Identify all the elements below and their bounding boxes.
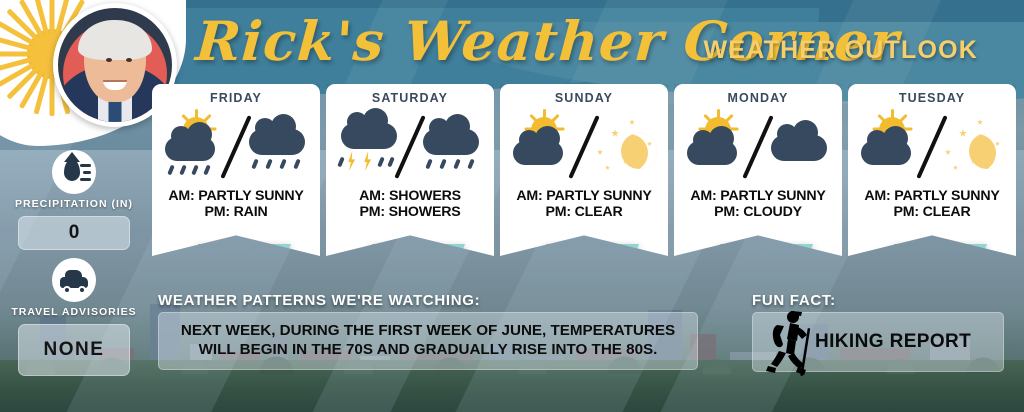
- weather-patterns-text: NEXT WEEK, DURING THE FIRST WEEK OF JUNE…: [180, 322, 676, 358]
- car-icon: [52, 258, 96, 302]
- cloud-icon: [763, 115, 835, 179]
- forecast-card-sunday[interactable]: SUNDAY: [500, 84, 668, 256]
- avatar: [53, 3, 177, 127]
- fun-fact-panel[interactable]: HIKING REPORT: [752, 312, 1004, 372]
- pm-condition: PM: CLEAR: [545, 203, 623, 220]
- pm-condition: PM: SHOWERS: [359, 203, 461, 220]
- am-condition: AM: PARTLY SUNNY: [168, 188, 304, 204]
- day-label: MONDAY: [727, 91, 789, 105]
- weather-patterns-panel: NEXT WEEK, DURING THE FIRST WEEK OF JUNE…: [158, 312, 698, 370]
- thunderstorm-icon: [333, 108, 405, 179]
- day-label: TUESDAY: [898, 91, 966, 105]
- weather-icons: [152, 107, 320, 185]
- precipitation-label: PRECIPITATION (IN): [15, 198, 133, 210]
- forecast-card-monday[interactable]: MONDAY: [674, 84, 842, 256]
- day-label: FRIDAY: [210, 91, 262, 105]
- rain-cloud-icon: [415, 114, 487, 179]
- pm-condition: PM: RAIN: [204, 203, 268, 220]
- am-condition: AM: PARTLY SUNNY: [690, 188, 826, 204]
- travel-advisories-block: TRAVEL ADVISORIES NONE: [0, 258, 148, 376]
- weather-icons: [326, 107, 494, 185]
- hiker-icon: [766, 311, 811, 376]
- weather-outlook-label: WEATHER OUTLOOK: [703, 36, 978, 64]
- sun-behind-cloud-icon: [855, 109, 927, 179]
- forecast-card-friday[interactable]: FRIDAY: [152, 84, 320, 256]
- am-condition: AM: PARTLY SUNNY: [516, 188, 652, 204]
- sun-behind-rain-cloud-icon: [159, 109, 231, 179]
- rain-cloud-icon: [241, 114, 313, 179]
- weather-icons: [674, 107, 842, 185]
- crescent-moon-stars-icon: [589, 115, 661, 179]
- treeline: [0, 348, 1024, 412]
- fun-fact-text: HIKING REPORT: [815, 331, 972, 352]
- water-droplet-icon: [52, 150, 96, 194]
- crescent-moon-stars-icon: [937, 115, 1009, 179]
- fun-fact-heading: FUN FACT:: [752, 292, 836, 309]
- weather-icons: [500, 107, 668, 185]
- day-label: SUNDAY: [554, 91, 614, 105]
- weather-patterns-heading: WEATHER PATTERNS WE'RE WATCHING:: [158, 292, 481, 309]
- precipitation-value: 0: [18, 216, 130, 250]
- pm-condition: PM: CLOUDY: [714, 203, 802, 220]
- weather-icons: [848, 107, 1016, 185]
- sun-behind-cloud-icon: [681, 109, 753, 179]
- forecast-card-list: FRIDAY: [152, 84, 1018, 256]
- forecast-card-tuesday[interactable]: TUESDAY: [848, 84, 1016, 256]
- sun-behind-cloud-icon: [507, 109, 579, 179]
- sidebar: PRECIPITATION (IN) 0 TRAVEL ADVISORIES N…: [0, 150, 148, 384]
- precipitation-block: PRECIPITATION (IN) 0: [0, 150, 148, 250]
- am-condition: AM: PARTLY SUNNY: [864, 188, 1000, 204]
- am-condition: AM: SHOWERS: [359, 188, 461, 204]
- travel-advisories-value: NONE: [18, 324, 130, 376]
- travel-advisories-label: TRAVEL ADVISORIES: [11, 306, 137, 318]
- pm-condition: PM: CLEAR: [893, 203, 971, 220]
- day-label: SATURDAY: [371, 91, 449, 105]
- forecast-card-saturday[interactable]: SATURDAY: [326, 84, 494, 256]
